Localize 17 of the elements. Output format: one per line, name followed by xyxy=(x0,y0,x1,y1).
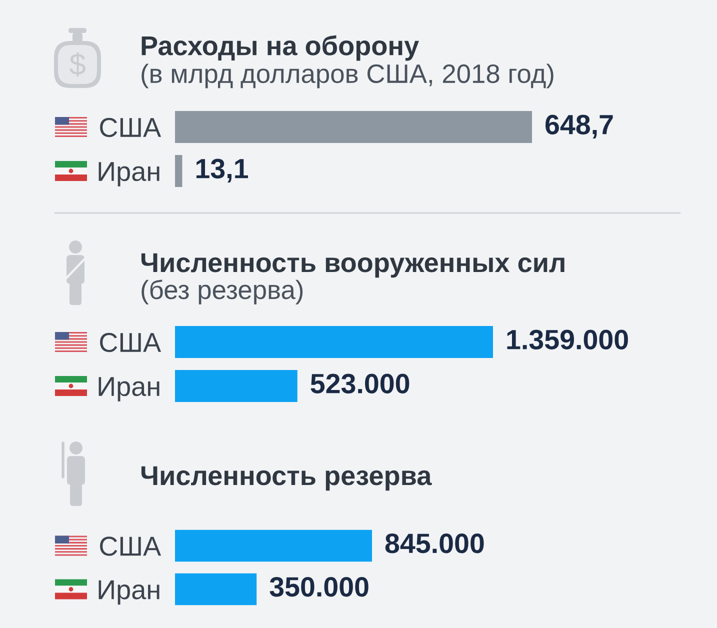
chart-subtitle: (в млрд долларов США, 2018 год) xyxy=(142,64,554,88)
chart-title: Численность вооруженных сил xyxy=(141,253,564,278)
data-label: 13,1 xyxy=(196,158,248,182)
y-tick-label: Иран xyxy=(98,377,160,402)
data-label: 1.359.000 xyxy=(507,330,628,350)
data-label: 845.000 xyxy=(385,534,484,554)
data-label: 350.000 xyxy=(270,577,368,597)
chart-subtitle: (без резерва) xyxy=(142,280,303,304)
y-tick-label: Иран xyxy=(98,580,160,605)
y-tick-label: США xyxy=(100,536,162,556)
data-label: 648,7 xyxy=(546,114,613,138)
y-tick-label: Иран xyxy=(98,162,160,186)
chart-title: Расходы на оборону xyxy=(142,35,419,61)
y-tick-label: США xyxy=(100,332,162,352)
y-tick-label: США xyxy=(100,118,162,138)
chart-title: Численность резерва xyxy=(141,466,432,491)
data-label: 523.000 xyxy=(310,374,410,394)
